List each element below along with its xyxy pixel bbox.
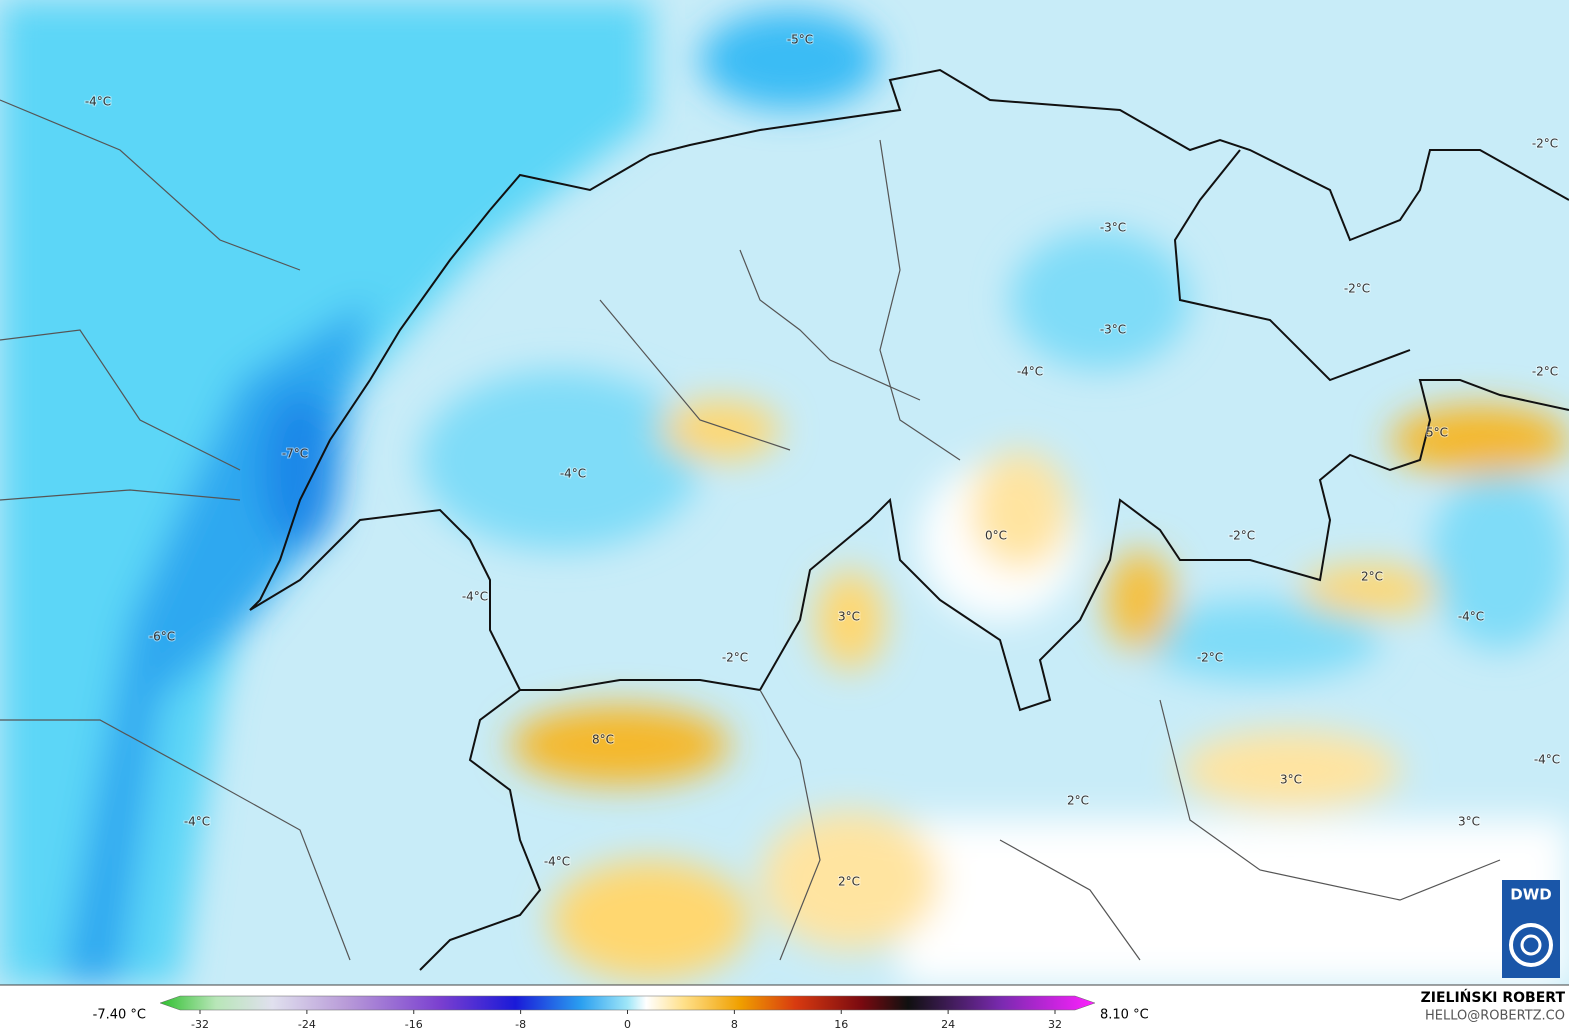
- temperature-label: -3°C: [1100, 323, 1126, 337]
- temperature-label: 3°C: [1280, 773, 1302, 787]
- colorbar-tick-label: -32: [191, 1018, 209, 1031]
- logo: DWD: [1502, 880, 1560, 978]
- temperature-label: -2°C: [1532, 137, 1558, 151]
- temperature-label: 3°C: [1458, 815, 1480, 829]
- temperature-label: -2°C: [1197, 651, 1223, 665]
- max-label: 8.10 °C: [1100, 1008, 1149, 1023]
- colorbar-tick-label: 16: [834, 1018, 848, 1031]
- temperature-label: 8°C: [592, 733, 614, 747]
- temperature-label: 2°C: [838, 875, 860, 889]
- colorbar-tick-label: 8: [731, 1018, 738, 1031]
- temperature-label: -3°C: [1100, 221, 1126, 235]
- temperature-label: -4°C: [1458, 610, 1484, 624]
- colorbar: [159, 995, 1096, 1011]
- colorbar-ticks: -32 -24 -16 -8 0 8 16 24 32: [191, 1010, 1062, 1031]
- colorbar-tick-label: 24: [941, 1018, 955, 1031]
- temperature-label: -4°C: [1017, 365, 1043, 379]
- temperature-label: 5°C: [1426, 426, 1448, 440]
- temperature-labels: -5°C -4°C -2°C -3°C -2°C -3°C -4°C -2°C 5°C -7°C -…: [84, 32, 1561, 890]
- temperature-label: 0°C: [985, 529, 1007, 543]
- temperature-label: -2°C: [1344, 282, 1370, 296]
- temperature-label: -4°C: [462, 590, 488, 604]
- temperature-label: 2°C: [1361, 570, 1383, 584]
- temperature-label: -4°C: [544, 855, 570, 869]
- temperature-label: 2°C: [1067, 794, 1089, 808]
- temperature-label: -2°C: [1532, 365, 1558, 379]
- regional-borders: [0, 99, 1501, 961]
- temperature-label: 3°C: [838, 610, 860, 624]
- borders: [249, 68, 1569, 971]
- min-label: -7.40 °C: [93, 1008, 146, 1023]
- logo-text: DWD: [1510, 886, 1551, 904]
- colorbar-tick-label: 0: [624, 1018, 631, 1031]
- colorbar-tick-label: -16: [405, 1018, 423, 1031]
- colorbar-tick-label: -8: [515, 1018, 526, 1031]
- temperature-label: -4°C: [85, 95, 111, 109]
- temperature-label: -6°C: [149, 630, 175, 644]
- colorbar-tick-label: 32: [1048, 1018, 1062, 1031]
- temperature-label: -2°C: [722, 651, 748, 665]
- credit-contact: HELLO@ROBERTZ.CO: [1425, 1009, 1565, 1024]
- temperature-label: -4°C: [560, 467, 586, 481]
- colorbar-tick-label: -24: [298, 1018, 316, 1031]
- temperature-label: -4°C: [184, 815, 210, 829]
- temperature-label: -2°C: [1229, 529, 1255, 543]
- temperature-label: -5°C: [787, 33, 813, 47]
- temperature-field: [0, 0, 1569, 985]
- credit-name: ZIELIŃSKI ROBERT: [1421, 988, 1566, 1006]
- temperature-label: -4°C: [1534, 753, 1560, 767]
- temperature-label: -7°C: [282, 447, 308, 461]
